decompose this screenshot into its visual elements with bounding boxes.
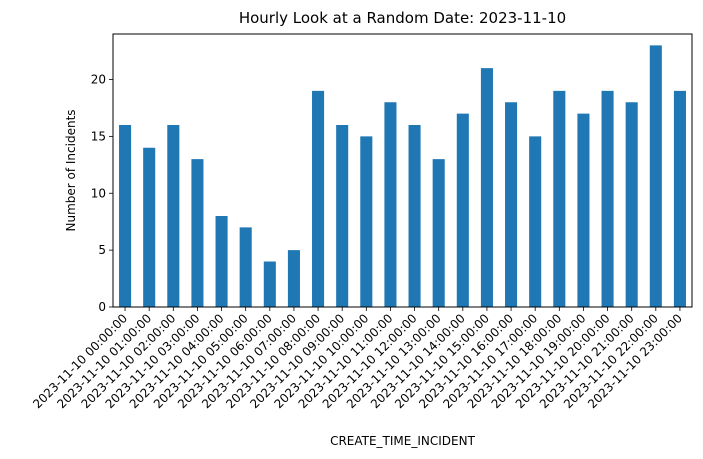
bar-23 xyxy=(673,90,686,307)
bar-13 xyxy=(432,159,445,307)
bars-group xyxy=(119,45,686,307)
bar-3 xyxy=(191,159,204,307)
y-tick-label-3: 15 xyxy=(91,129,106,143)
bar-1 xyxy=(143,147,156,307)
plot-frame xyxy=(112,33,693,308)
bar-18 xyxy=(553,90,566,307)
y-tick-label-1: 5 xyxy=(98,243,106,257)
bar-17 xyxy=(529,136,542,307)
bar-12 xyxy=(408,125,421,307)
bar-14 xyxy=(456,113,469,307)
bar-7 xyxy=(287,250,300,307)
bar-6 xyxy=(263,261,276,307)
bar-0 xyxy=(119,125,132,307)
bar-21 xyxy=(625,102,638,307)
bar-8 xyxy=(312,90,325,307)
bar-16 xyxy=(505,102,518,307)
y-tick-label-2: 10 xyxy=(91,186,106,200)
y-tick-label-4: 20 xyxy=(91,73,106,87)
bar-11 xyxy=(384,102,397,307)
bar-5 xyxy=(239,227,252,307)
y-axis-ticks: 0 5 10 15 20 xyxy=(91,73,113,314)
chart-title: Hourly Look at a Random Date: 2023-11-10 xyxy=(239,9,566,27)
y-tick-label-0: 0 xyxy=(98,300,106,314)
y-axis-label: Number of Incidents xyxy=(64,109,78,231)
bar-20 xyxy=(601,90,614,307)
bar-2 xyxy=(167,125,180,307)
bar-4 xyxy=(215,216,228,307)
bar-10 xyxy=(360,136,373,307)
bar-15 xyxy=(480,68,493,307)
bar-22 xyxy=(649,45,662,307)
bar-9 xyxy=(336,125,349,307)
x-axis-label: CREATE_TIME_INCIDENT xyxy=(330,434,476,448)
bar-19 xyxy=(577,113,590,307)
